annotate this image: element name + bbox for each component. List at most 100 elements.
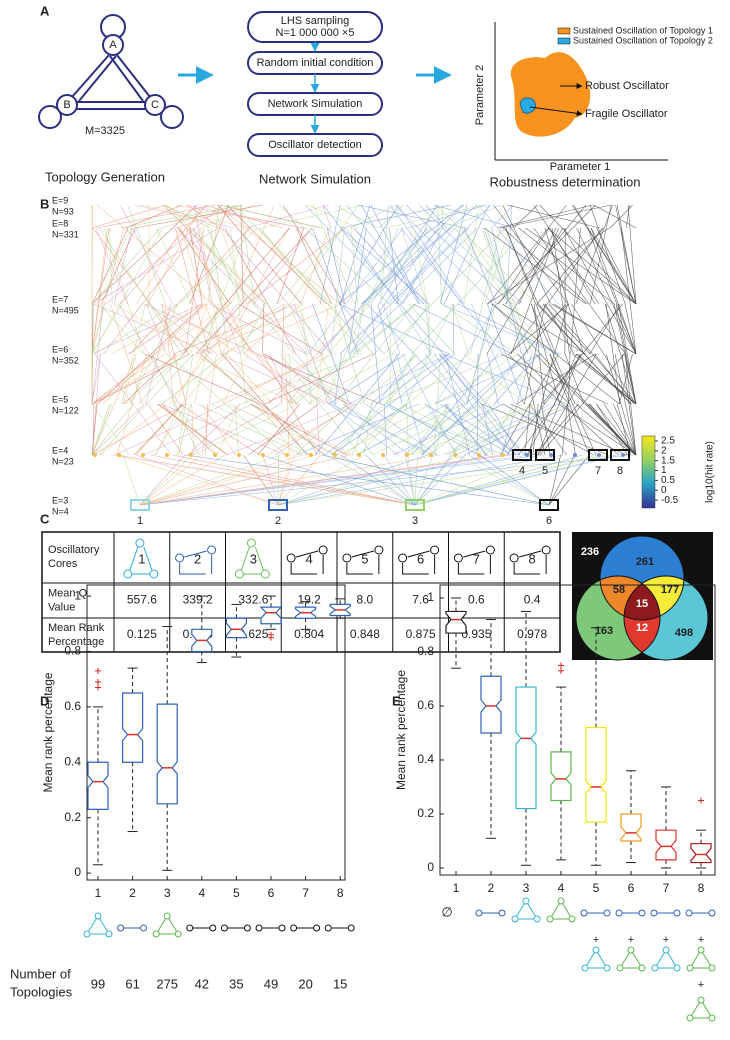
- venn-count: 236: [581, 546, 599, 558]
- network-edge: [133, 403, 184, 456]
- network-edge: [261, 454, 416, 506]
- count-label: Topologies: [10, 984, 73, 999]
- step: N=1 000 000 ×5: [276, 27, 355, 39]
- network-edge: [513, 204, 538, 229]
- core-icon: [234, 538, 270, 579]
- network-edge: [625, 204, 630, 229]
- network-edge: [451, 303, 469, 355]
- network-edge: [139, 454, 511, 506]
- network-edge: [475, 353, 562, 405]
- network-edge: [575, 403, 637, 456]
- row-label: Mean Rank: [48, 622, 105, 634]
- network-edge: [195, 303, 317, 355]
- network-edge: [319, 204, 341, 305]
- network-edge: [596, 227, 637, 305]
- network-edge: [528, 403, 567, 456]
- network-edge: [243, 353, 325, 405]
- motif: [584, 949, 608, 969]
- motif-node: [278, 924, 286, 932]
- x-tick-label: 8: [698, 881, 705, 895]
- panel-label: D: [40, 693, 49, 708]
- network-edge: [487, 353, 499, 405]
- motif-node: [152, 930, 160, 938]
- network-edge: [534, 403, 579, 456]
- network-edge: [596, 403, 637, 456]
- network-edge: [455, 454, 550, 506]
- network-edge: [354, 303, 364, 355]
- network-edge: [91, 403, 113, 456]
- network-edge: [590, 227, 637, 355]
- motif-node: [638, 909, 646, 917]
- venn-count: 163: [595, 625, 613, 637]
- x-tick-label: 2: [488, 881, 495, 895]
- icon-node: [175, 553, 185, 563]
- network-node: [93, 453, 97, 457]
- box: [690, 843, 712, 864]
- network-edge: [223, 353, 325, 405]
- network-edge: [110, 454, 416, 506]
- network-edge: [91, 353, 156, 405]
- network-edge: [544, 227, 584, 355]
- network-edge: [343, 403, 428, 456]
- network-edge: [412, 303, 513, 355]
- panel-label: E: [392, 693, 401, 708]
- network-edge: [277, 227, 343, 305]
- network-edge: [296, 403, 419, 456]
- core-number: 4: [306, 551, 313, 566]
- network-edge: [105, 204, 223, 305]
- icon-edge: [457, 550, 491, 575]
- network-edge: [370, 204, 421, 305]
- network-edge: [510, 227, 603, 355]
- node-label: A: [109, 39, 117, 51]
- network-edge: [326, 227, 346, 305]
- network-edge: [478, 204, 559, 305]
- venn: [575, 535, 709, 661]
- network-node: [189, 453, 193, 457]
- panel-label: C: [40, 511, 50, 526]
- y-tick-label: 0: [427, 860, 434, 874]
- network-node: [261, 453, 265, 457]
- network-edge: [91, 303, 123, 355]
- network-edge: [320, 227, 428, 355]
- network-edge: [277, 454, 467, 506]
- network-edge: [517, 353, 570, 405]
- core-label: 6: [546, 515, 552, 527]
- outlier: [95, 667, 101, 674]
- icon-edge: [346, 550, 380, 575]
- core-box: [405, 499, 425, 511]
- network-edge: [187, 403, 241, 456]
- network-edge: [127, 204, 167, 305]
- core-box: [512, 449, 532, 461]
- network-edge: [518, 227, 557, 305]
- icon-node: [149, 569, 159, 579]
- network-edge: [227, 403, 353, 456]
- network-edge: [470, 227, 501, 355]
- network-edge: [91, 303, 202, 355]
- table-header: Cores: [48, 558, 78, 570]
- network-edge: [260, 403, 295, 456]
- network-edge: [357, 403, 448, 456]
- network-node: [501, 453, 505, 457]
- network-edge: [500, 353, 608, 405]
- network-node: [333, 453, 337, 457]
- box: [550, 751, 572, 802]
- box: [620, 813, 642, 842]
- motif-node: [324, 924, 332, 932]
- y-axis-label: Parameter 2: [474, 65, 486, 126]
- network-edge: [207, 204, 220, 305]
- motif-node: [616, 964, 624, 972]
- topology-count: 35: [229, 976, 243, 991]
- core-label: 3: [412, 515, 418, 527]
- network-edge: [322, 204, 332, 229]
- network-node: [477, 453, 481, 457]
- network-edge: [450, 403, 496, 456]
- network-edge: [156, 227, 192, 305]
- plus: +: [698, 934, 704, 946]
- network-edge: [259, 227, 364, 355]
- network-edge: [585, 403, 637, 456]
- motif-node: [475, 909, 483, 917]
- layer-label: N=331: [52, 229, 79, 239]
- icon-node: [135, 538, 145, 548]
- icon-edge: [240, 546, 264, 575]
- y-tick-label: 1: [427, 590, 434, 604]
